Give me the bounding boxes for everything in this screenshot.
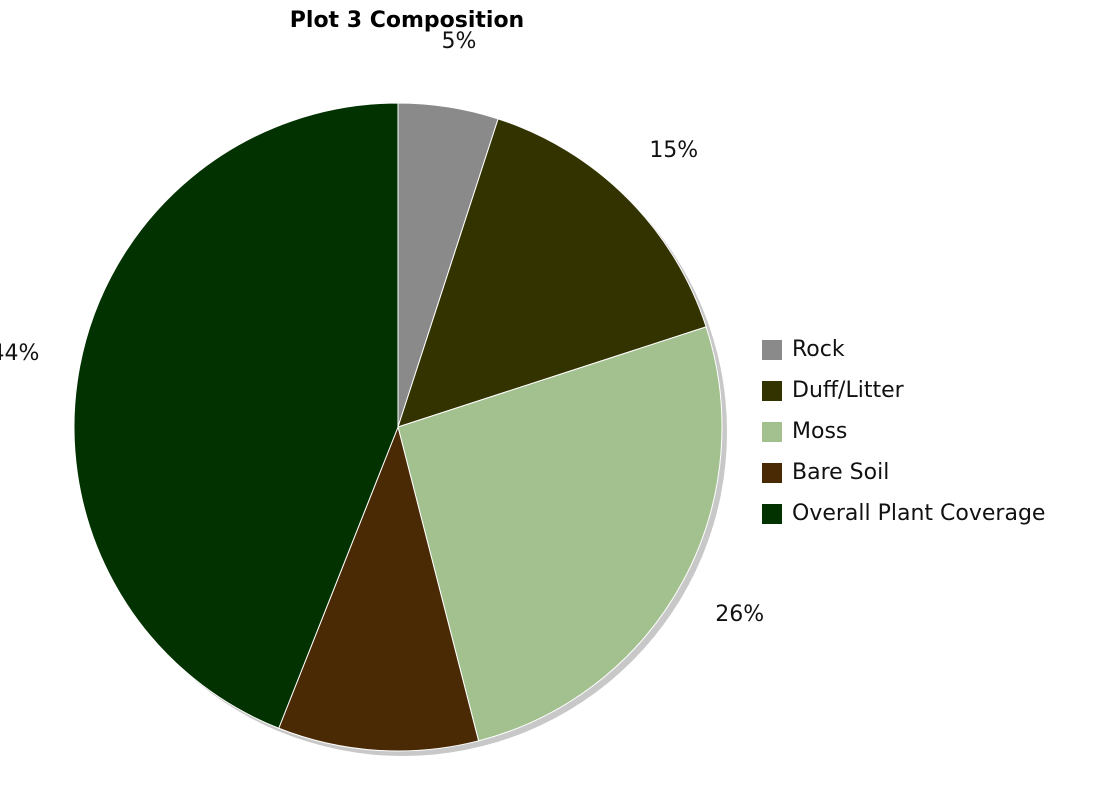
legend-swatch-moss — [762, 422, 782, 442]
legend-label-moss: Moss — [792, 419, 847, 444]
legend-label-rock: Rock — [792, 337, 845, 362]
data-label-duff-litter: 15% — [649, 138, 698, 163]
pie-slice-duff-litter — [397, 118, 707, 428]
data-label-moss: 26% — [715, 602, 764, 627]
pie-data-labels: 5%15%26%10%44% — [0, 29, 764, 627]
chart-title: Plot 3 Composition — [290, 8, 524, 33]
data-label-rock: 5% — [442, 29, 477, 54]
legend-swatch-overall-plant-coverage — [762, 504, 782, 524]
legend-swatch-duff-litter — [762, 381, 782, 401]
legend: Rock Duff/Litter Moss Bare Soil Overall Plan… — [762, 337, 1045, 526]
legend-swatch-bare-soil — [762, 463, 782, 483]
pie-slice-bare-soil — [278, 425, 480, 752]
data-label-overall-plant-coverage: 44% — [0, 341, 39, 366]
pie-slice-overall-plant-coverage — [73, 102, 399, 729]
legend-label-bare-soil: Bare Soil — [792, 460, 889, 485]
legend-label-overall-plant-coverage: Overall Plant Coverage — [792, 501, 1045, 526]
legend-label-duff-litter: Duff/Litter — [792, 378, 905, 403]
legend-swatch-rock — [762, 340, 782, 360]
pie-slice-moss — [397, 326, 723, 742]
pie-slices — [73, 102, 723, 752]
